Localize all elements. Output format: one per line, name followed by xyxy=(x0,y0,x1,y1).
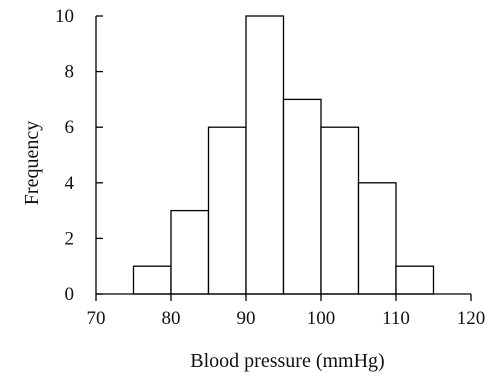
bar-75-80 xyxy=(132,265,172,295)
x-tick-label: 70 xyxy=(87,308,106,329)
x-tick-label: 90 xyxy=(237,308,256,329)
y-axis-title: Frequency xyxy=(21,121,43,205)
y-tick-label: 8 xyxy=(65,62,75,83)
y-tick-label: 6 xyxy=(65,117,75,138)
x-tick-label: 100 xyxy=(307,308,336,329)
bar-90-95 xyxy=(245,15,285,295)
x-tick-label: 120 xyxy=(457,308,486,329)
x-axis-ticks: 70 80 90 100 110 120 xyxy=(87,294,486,329)
bar-100-105 xyxy=(320,126,360,295)
bar-110-115 xyxy=(395,265,435,295)
y-tick-label: 10 xyxy=(55,6,74,27)
y-tick-label: 0 xyxy=(65,284,75,305)
x-axis-title: Blood pressure (mmHg) xyxy=(190,350,384,372)
x-tick-label: 80 xyxy=(162,308,181,329)
bar-95-100 xyxy=(282,98,322,295)
bars-group xyxy=(132,15,435,295)
x-tick-label: 110 xyxy=(382,308,410,329)
bar-80-85 xyxy=(170,209,210,295)
y-axis-ticks: 0 2 4 6 8 10 xyxy=(55,6,103,305)
bar-105-110 xyxy=(357,182,397,295)
y-tick-label: 4 xyxy=(65,173,75,194)
y-tick-label: 2 xyxy=(65,228,75,249)
bar-85-90 xyxy=(207,126,247,295)
